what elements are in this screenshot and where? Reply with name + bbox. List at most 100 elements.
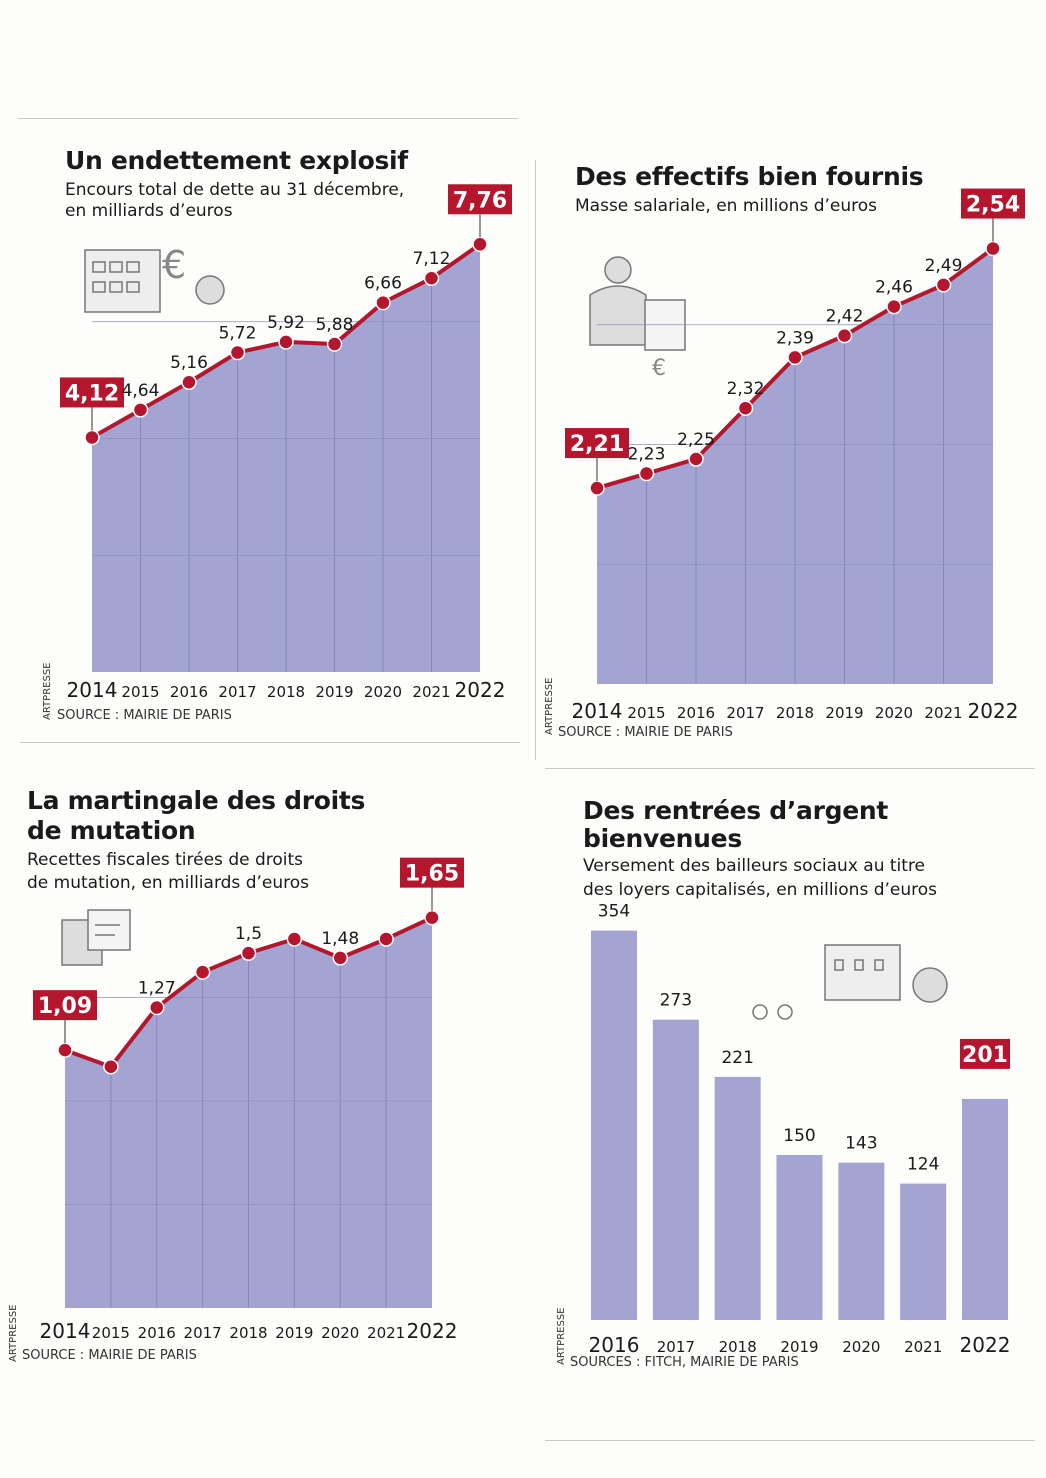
value-label: 1,27	[138, 979, 176, 999]
highlight-label-box	[961, 188, 1025, 219]
data-point	[84, 429, 100, 446]
value-label-highlighted: 7,76	[453, 188, 507, 213]
chart-3: 1,09 1,27 1,5 1,48 1,65 2014 2015 2016 2017 2018 2…	[33, 857, 464, 1343]
value-label-highlighted: 201	[962, 1043, 1008, 1068]
highlight-label-box	[33, 990, 97, 1021]
data-point	[423, 270, 440, 286]
house-deed-icon	[61, 909, 131, 966]
x-tick-label: 2022	[455, 678, 506, 702]
bar	[776, 1155, 823, 1320]
data-point	[836, 327, 853, 344]
chart-4: 354 273 221 150 143 124 201 2016 2017 2018 2019 202…	[589, 902, 1011, 1357]
x-tick-label: 2017	[657, 1338, 695, 1356]
data-point	[132, 402, 149, 418]
value-label: 2,49	[925, 256, 963, 276]
building-cyclist-icon	[752, 944, 948, 1020]
chart-1: 4,12 4,64 5,16 5,72 5,92 5,88 6,66 7,12 7,76 2014…	[60, 184, 512, 702]
highlight-label-box	[448, 184, 512, 215]
bar	[714, 1076, 761, 1320]
value-label: 354	[598, 902, 630, 922]
data-point	[229, 344, 246, 361]
highlight-label-box	[400, 857, 464, 888]
x-tick-label: 2022	[960, 1333, 1011, 1357]
source-note: SOURCE : MAIRIE DE PARIS	[57, 708, 232, 723]
x-tick-label: 2019	[275, 1324, 313, 1342]
chart-subtitle: Encours total de dette au 31 décembre,	[65, 180, 405, 200]
x-tick-label: 2018	[776, 704, 814, 722]
x-tick-label: 2021	[924, 704, 962, 722]
data-point	[149, 999, 165, 1016]
value-label-highlighted: 2,21	[570, 432, 624, 457]
value-label: 221	[721, 1048, 753, 1068]
data-point	[378, 931, 394, 947]
chart-subtitle: de mutation, en milliards d’euros	[27, 873, 309, 893]
svg-text:€: €	[652, 356, 666, 381]
svg-text:€: €	[162, 243, 186, 287]
value-label: 2,32	[727, 379, 765, 399]
x-tick-label: 2018	[719, 1338, 757, 1356]
value-label: 2,23	[628, 445, 666, 465]
building-euro-icon: €	[84, 243, 225, 313]
chart-subtitle: Recettes fiscales tirées de droits	[27, 850, 304, 870]
x-tick-label: 2021	[904, 1338, 942, 1356]
source-note: SOURCE : MAIRIE DE PARIS	[558, 725, 733, 740]
x-tick-label: 2014	[40, 1319, 91, 1343]
chart-title: La martingale des droits	[27, 786, 366, 815]
x-tick-label: 2016	[589, 1333, 640, 1357]
x-tick-label: 2021	[367, 1324, 405, 1342]
data-point	[472, 236, 488, 253]
data-point	[278, 334, 294, 350]
chart-title-line2: de mutation	[27, 816, 196, 845]
x-tick-label: 2022	[407, 1319, 458, 1343]
bar	[962, 1098, 1008, 1320]
x-tick-label: 2018	[229, 1324, 267, 1342]
x-tick-label: 2015	[121, 683, 159, 701]
staff-icon: €	[589, 256, 686, 381]
value-label-highlighted: 1,65	[405, 862, 459, 887]
x-tick-label: 2020	[875, 704, 913, 722]
highlight-label-box	[565, 428, 629, 459]
data-point	[589, 480, 605, 496]
value-label-highlighted: 1,09	[38, 994, 92, 1019]
data-point	[326, 336, 343, 352]
value-label: 1,48	[321, 929, 359, 949]
value-label: 273	[660, 991, 692, 1011]
value-label: 6,66	[364, 274, 402, 294]
chart-title: Des rentrées d’argent	[583, 796, 889, 825]
value-label: 7,12	[413, 249, 451, 269]
x-tick-label: 2019	[780, 1338, 818, 1356]
value-label: 5,88	[316, 315, 354, 335]
x-tick-label: 2016	[170, 683, 208, 701]
x-tick-label: 2018	[267, 683, 305, 701]
value-label: 150	[783, 1126, 815, 1146]
value-label: 143	[845, 1134, 877, 1154]
chart-2: 2,21 2,23 2,25 2,32 2,39 2,42 2,46 2,49 2,54 2014…	[565, 188, 1025, 723]
x-tick-label: 2019	[825, 704, 863, 722]
highlight-label-box	[960, 1038, 1010, 1069]
x-tick-label: 2015	[627, 704, 665, 722]
data-point	[181, 374, 197, 390]
chart-title-line2: bienvenues	[583, 824, 742, 853]
chart-subtitle: des loyers capitalisés, en millions d’eu…	[583, 880, 938, 900]
value-label: 2,42	[826, 307, 864, 327]
x-tick-label: 2016	[677, 704, 715, 722]
data-point	[787, 349, 803, 366]
data-point	[332, 950, 348, 966]
source-note: SOURCE : MAIRIE DE PARIS	[22, 1348, 197, 1363]
data-point	[103, 1058, 119, 1075]
x-tick-label: 2020	[364, 683, 402, 701]
x-tick-label: 2016	[138, 1324, 176, 1342]
bar	[900, 1183, 947, 1320]
x-tick-label: 2021	[412, 683, 450, 701]
chart-title: Des effectifs bien fournis	[575, 162, 924, 191]
data-point	[240, 945, 257, 961]
bar	[591, 930, 637, 1320]
value-label-highlighted: 4,12	[65, 381, 119, 406]
x-tick-label: 2017	[726, 704, 764, 722]
bar	[652, 1019, 699, 1320]
x-tick-label: 2014	[67, 678, 118, 702]
data-point	[424, 909, 440, 926]
source-note: SOURCES : FITCH, MAIRIE DE PARIS	[570, 1355, 799, 1370]
value-label: 2,46	[875, 278, 913, 298]
data-point	[638, 465, 655, 482]
